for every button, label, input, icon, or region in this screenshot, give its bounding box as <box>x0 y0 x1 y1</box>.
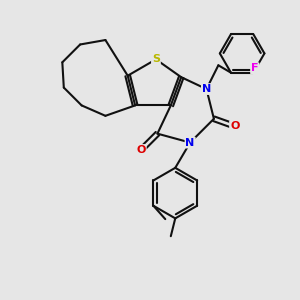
Text: F: F <box>251 63 259 73</box>
Text: O: O <box>136 145 146 155</box>
Text: O: O <box>230 121 239 131</box>
Text: N: N <box>185 138 195 148</box>
Text: N: N <box>202 84 211 94</box>
Text: S: S <box>152 54 160 64</box>
